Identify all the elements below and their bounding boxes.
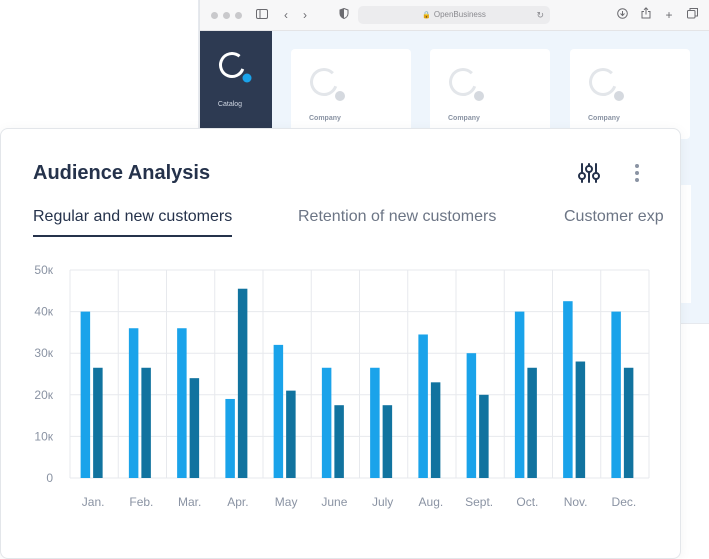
chart-bar: [430, 382, 441, 478]
forward-icon[interactable]: ›: [303, 8, 307, 22]
chart-bar: [466, 353, 477, 478]
x-tick-label: Sept.: [465, 495, 493, 509]
window-minimize-dot[interactable]: [223, 12, 230, 19]
tabs-overview-icon[interactable]: [684, 7, 700, 23]
audience-bar-chart: 0 10к 20к 30к 40к 50к Jan. Feb. Mar. Apr. May June J…: [34, 263, 650, 509]
chart-bar: [370, 367, 380, 478]
y-tick-label: 20к: [34, 388, 53, 402]
download-icon[interactable]: [614, 7, 630, 23]
chart-bar: [382, 405, 393, 478]
chart-bar: [286, 390, 296, 478]
back-icon[interactable]: ‹: [284, 8, 288, 22]
url-text: OpenBusiness: [433, 10, 486, 19]
chart-bar: [334, 405, 344, 478]
sidebar-item-catalog[interactable]: Catalog: [217, 101, 243, 108]
x-tick-label: Aug.: [419, 495, 444, 509]
x-tick-label: Apr.: [227, 495, 248, 509]
company-logo-icon: [588, 67, 626, 110]
tab-customer-experience[interactable]: Customer exp: [564, 208, 664, 225]
company-logo-icon: [448, 67, 486, 110]
chart-bar: [93, 367, 103, 478]
company-card[interactable]: Company: [570, 49, 690, 139]
y-tick-label: 50к: [34, 263, 53, 277]
company-card-partial: [679, 185, 691, 303]
x-tick-label: Dec.: [612, 495, 637, 509]
x-tick-label: July: [372, 495, 393, 509]
window-close-dot[interactable]: [211, 12, 218, 19]
chart-bar: [575, 361, 586, 478]
chart-bar: [479, 394, 489, 478]
browser-toolbar: ‹ › 🔒 OpenBusiness ↻ +: [200, 0, 709, 31]
chart-bar: [321, 367, 332, 478]
company-card[interactable]: Company: [291, 49, 411, 139]
reload-icon[interactable]: ↻: [536, 10, 544, 20]
filter-sliders-icon[interactable]: [577, 161, 601, 185]
chart-bar: [128, 328, 139, 478]
address-bar[interactable]: 🔒 OpenBusiness ↻: [358, 6, 550, 24]
x-tick-label: Nov.: [564, 495, 588, 509]
x-tick-label: Feb.: [129, 495, 153, 509]
company-card-label: Company: [448, 115, 480, 122]
tab-regular-and-new-customers[interactable]: Regular and new customers: [33, 207, 233, 237]
chart-bar: [225, 398, 235, 478]
chart-bar: [237, 288, 248, 478]
chart-bar: [177, 328, 187, 478]
panel-title: Audience Analysis: [33, 162, 211, 184]
shield-icon[interactable]: [336, 7, 352, 23]
company-card[interactable]: Company: [430, 49, 550, 139]
chart-bar: [141, 367, 151, 478]
window-maximize-dot[interactable]: [235, 12, 242, 19]
chart-bar: [418, 334, 428, 478]
tab-retention-of-new-customers[interactable]: Retention of new customers: [298, 208, 497, 225]
share-icon[interactable]: [638, 7, 654, 23]
chart-bar: [563, 301, 573, 478]
y-tick-label: 10к: [34, 429, 53, 443]
y-tick-label: 40к: [34, 305, 53, 319]
y-tick-label: 30к: [34, 346, 53, 360]
chart-bar: [80, 311, 91, 478]
lock-icon: 🔒: [422, 12, 431, 19]
brand-logo-icon: [218, 51, 252, 90]
x-tick-label: June: [321, 495, 347, 509]
chart-bar: [611, 311, 621, 478]
company-card-label: Company: [309, 115, 341, 122]
chart-bar: [189, 378, 200, 478]
company-logo-icon: [309, 67, 347, 110]
chart-bar: [623, 367, 634, 478]
chart-bar: [273, 344, 284, 478]
y-tick-label: 0: [46, 471, 53, 485]
x-tick-label: Jan.: [82, 495, 105, 509]
company-card-label: Company: [588, 115, 620, 122]
sidebar-toggle-icon[interactable]: [254, 7, 270, 23]
chart-bar: [527, 367, 537, 478]
audience-analysis-panel: Audience Analysis Regular and new custom…: [0, 128, 681, 559]
new-tab-icon[interactable]: +: [665, 8, 673, 22]
x-tick-label: May: [275, 495, 298, 509]
x-tick-label: Oct.: [516, 495, 538, 509]
x-tick-label: Mar.: [178, 495, 201, 509]
more-options-icon[interactable]: [629, 161, 645, 185]
chart-bar: [514, 311, 525, 478]
